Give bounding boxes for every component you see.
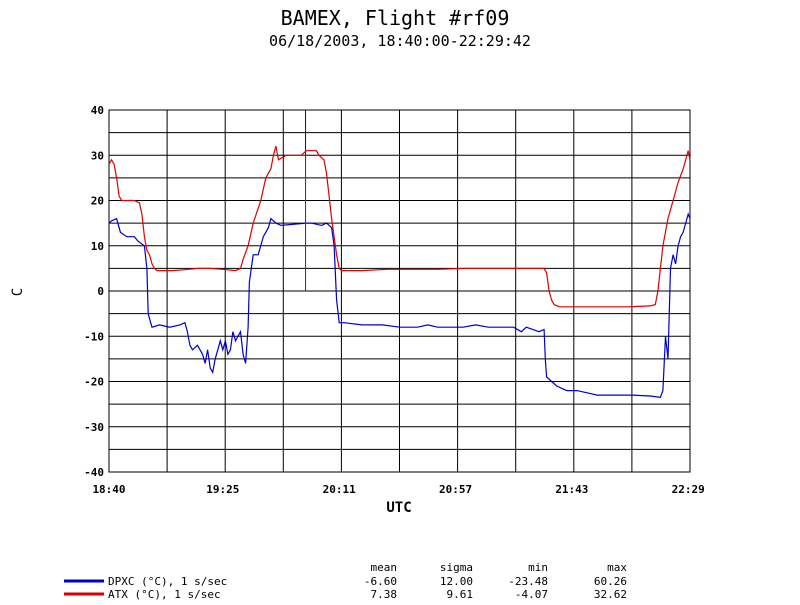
- legend-label: DPXC (°C), 1 s/sec: [108, 575, 227, 588]
- x-axis-label: UTC: [386, 500, 411, 516]
- series-lines: [108, 110, 691, 398]
- series-line-dpxc: [108, 212, 691, 398]
- y-tick-label: -20: [84, 376, 104, 389]
- x-tick-label: 20:57: [439, 483, 472, 496]
- stats-value: -23.48: [508, 575, 548, 588]
- stats-value: 7.38: [371, 588, 398, 601]
- y-tick-label: -10: [84, 330, 104, 343]
- y-tick-labels: 40 30 20 10 0 -10 -20 -30 -40: [84, 104, 104, 479]
- y-tick-label: 10: [91, 240, 104, 253]
- stats-value: 12.00: [440, 575, 473, 588]
- x-tick-label: 19:25: [206, 483, 239, 496]
- y-tick-label: -30: [84, 421, 104, 434]
- chart-subtitle: 06/18/2003, 18:40:00-22:29:42: [269, 32, 531, 50]
- y-tick-label: 0: [97, 285, 104, 298]
- y-tick-label: 20: [91, 195, 104, 208]
- x-tick-labels: 18:40 19:25 20:11 20:57 21:43 22:29: [92, 483, 704, 496]
- y-tick-label: -40: [84, 466, 104, 479]
- stats-header: sigma: [440, 561, 473, 574]
- stats-value: -6.60: [364, 575, 397, 588]
- stats-header: mean: [371, 561, 398, 574]
- stats-value: 60.26: [594, 575, 627, 588]
- chart-title: BAMEX, Flight #rf09: [281, 6, 510, 30]
- stats-table: mean sigma min max DPXC (°C), 1 s/sec -6.60 12…: [64, 561, 627, 601]
- y-tick-label: 30: [91, 149, 104, 162]
- stats-value: 9.61: [447, 588, 474, 601]
- y-tick-label: 40: [91, 104, 104, 117]
- stats-value: 32.62: [594, 588, 627, 601]
- stats-header: min: [528, 561, 548, 574]
- x-tick-label: 22:29: [672, 483, 705, 496]
- stats-header: max: [607, 561, 627, 574]
- grid: [108, 109, 691, 473]
- x-tick-label: 18:40: [92, 483, 125, 496]
- stats-value: -4.07: [515, 588, 548, 601]
- plot-frame: [108, 109, 691, 473]
- legend-label: ATX (°C), 1 s/sec: [108, 588, 221, 601]
- series-line-atx: [108, 146, 691, 308]
- x-tick-label: 20:11: [323, 483, 356, 496]
- x-tick-label: 21:43: [555, 483, 588, 496]
- y-axis-label: C: [10, 288, 26, 296]
